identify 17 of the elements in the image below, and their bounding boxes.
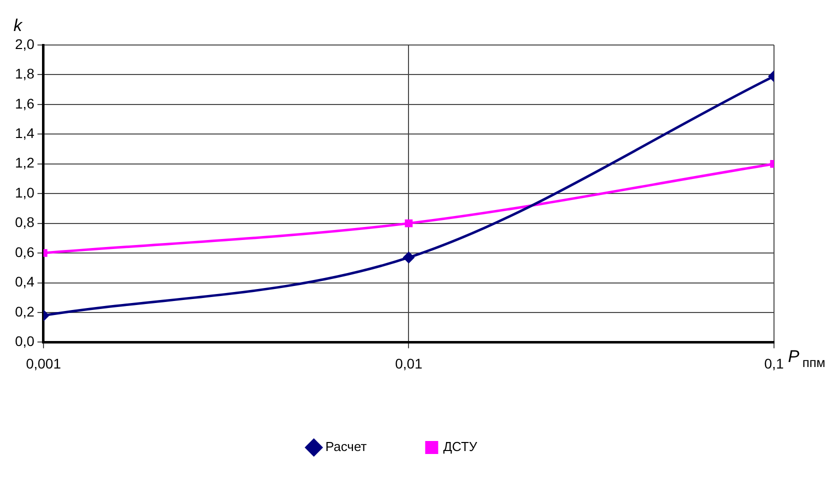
x-tick-label: 0,001 <box>26 355 62 372</box>
y-tick-label: 1,0 <box>14 184 35 200</box>
legend-label: Расчет <box>325 439 367 454</box>
y-tick-label: 0,0 <box>14 333 35 350</box>
y-tick-label: 0,8 <box>14 214 35 230</box>
legend-label: ДСТУ <box>443 439 478 454</box>
y-tick-label: 1,2 <box>14 154 35 171</box>
y-tick-label: 0,4 <box>14 274 35 290</box>
y-tick-label: 0,6 <box>14 244 35 260</box>
x-tick-label: 0,1 <box>764 355 784 372</box>
y-tick-label: 1,4 <box>14 125 35 142</box>
y-tick-label: 0,2 <box>14 303 35 320</box>
y-tick-label: 1,8 <box>14 66 35 82</box>
y-axis-title: k <box>13 16 24 35</box>
x-tick-label: 0,01 <box>395 355 423 372</box>
y-tick-label: 2,0 <box>14 36 35 52</box>
y-tick-label: 1,6 <box>14 95 35 112</box>
